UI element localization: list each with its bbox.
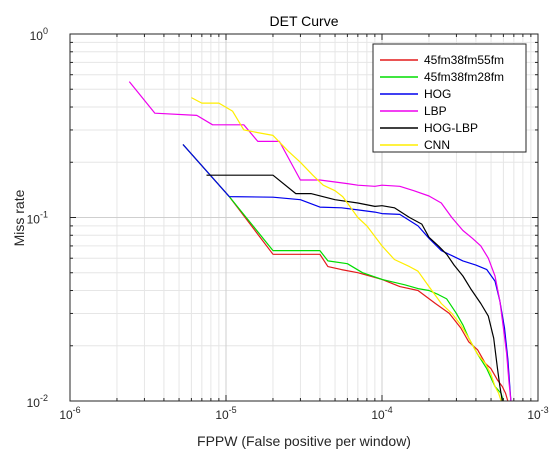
x-tick-labels: 10-6 10-5 10-4 10-3 [59,405,548,422]
legend-label-4: HOG-LBP [424,121,478,135]
legend-label-1: 45fm38fm28fm [424,70,504,84]
tick-base: 10 [371,408,385,422]
x-tick-label: 10-4 [371,405,392,422]
series-line-3 [128,81,512,402]
series-line-1 [182,144,504,402]
x-tick-label: 10-3 [527,405,548,422]
tick-exponent: -2 [40,393,48,403]
series-line-4 [206,174,503,402]
tick-marks [69,33,539,402]
chart-title: DET Curve [270,13,339,29]
tick-exponent: 0 [43,26,48,36]
tick-base: 10 [59,408,73,422]
series-line-5 [191,97,502,402]
tick-base: 10 [527,408,541,422]
y-axis-label: Miss rate [11,189,27,246]
tick-exponent: -6 [73,405,81,415]
x-tick-label: 10-6 [59,405,80,422]
tick-base: 10 [27,213,41,227]
legend-label-3: LBP [424,104,447,118]
series-line-0 [182,144,509,402]
y-tick-label: 10-1 [27,210,48,227]
legend-label-5: CNN [424,138,450,152]
tick-base: 10 [27,396,41,410]
tick-base: 10 [30,29,44,43]
tick-exponent: -3 [541,405,549,415]
y-tick-label: 10-2 [27,393,48,410]
tick-exponent: -4 [385,405,393,415]
tick-exponent: -1 [40,210,48,220]
series-layer [128,81,512,402]
legend-label-0: 45fm38fm55fm [424,53,504,67]
tick-exponent: -5 [229,405,237,415]
y-tick-label: 100 [30,26,48,43]
tick-base: 10 [215,408,229,422]
legend-label-2: HOG [424,87,451,101]
legend-box [372,43,527,153]
legend: 45fm38fm55fm 45fm38fm28fm HOG LBP HOG-LBP CNN [372,43,527,153]
x-axis-label: FPPW (False positive per window) [197,433,411,449]
x-tick-label: 10-5 [215,405,236,422]
